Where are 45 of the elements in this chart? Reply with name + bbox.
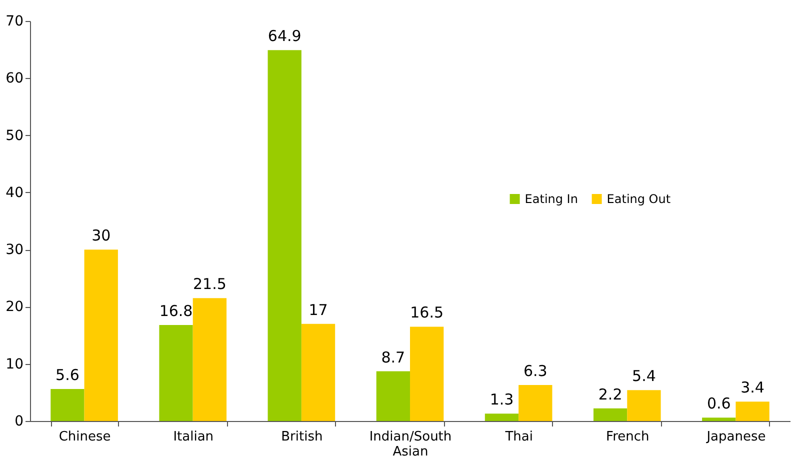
y-tick-label: 50 bbox=[6, 128, 24, 144]
x-tick-label: Thai bbox=[504, 430, 533, 444]
bar bbox=[268, 50, 302, 421]
data-label: 21.5 bbox=[192, 275, 226, 294]
data-label: 1.3 bbox=[490, 390, 514, 409]
data-label: 2.2 bbox=[598, 385, 622, 404]
x-tick-label: Chinese bbox=[58, 430, 111, 444]
bar bbox=[736, 402, 770, 421]
data-label: 30 bbox=[92, 226, 111, 245]
bar bbox=[518, 385, 552, 421]
data-label: 5.4 bbox=[632, 367, 656, 386]
bar bbox=[376, 371, 410, 421]
data-label: 16.5 bbox=[410, 304, 444, 322]
x-tick-label: Japanese bbox=[706, 430, 766, 444]
bar bbox=[159, 325, 193, 421]
y-tick-label: 30 bbox=[6, 242, 24, 258]
data-label: 16.8 bbox=[159, 302, 193, 320]
bar bbox=[410, 326, 444, 421]
x-tick-label: Italian bbox=[173, 430, 214, 444]
bar bbox=[301, 324, 336, 421]
data-label: 17 bbox=[308, 300, 328, 319]
bar bbox=[484, 414, 519, 421]
y-tick-label: 60 bbox=[6, 70, 24, 87]
x-tick-label: British bbox=[281, 430, 323, 444]
y-tick-label: 20 bbox=[6, 299, 24, 316]
data-label: 5.6 bbox=[56, 366, 80, 384]
data-label: 0.6 bbox=[706, 394, 731, 413]
data-label: 6.3 bbox=[523, 362, 548, 380]
y-tick-label: 70 bbox=[6, 14, 24, 30]
y-tick-label: 0 bbox=[14, 414, 24, 430]
bar bbox=[627, 390, 661, 421]
bar bbox=[192, 298, 227, 421]
y-tick-label: 10 bbox=[6, 356, 24, 372]
data-label: 3.4 bbox=[740, 378, 764, 397]
bar bbox=[50, 389, 84, 421]
legend-label: Eating Out bbox=[606, 192, 671, 206]
bar bbox=[84, 250, 118, 421]
legend-label: Eating In bbox=[524, 192, 578, 206]
x-tick-label: French bbox=[606, 430, 650, 444]
bar bbox=[702, 418, 736, 421]
x-tick-label: Indian/South Asian bbox=[369, 430, 452, 460]
data-label: 64.9 bbox=[268, 27, 302, 46]
bar bbox=[593, 408, 628, 421]
y-tick-label: 40 bbox=[6, 184, 24, 201]
data-label: 8.7 bbox=[381, 348, 406, 366]
